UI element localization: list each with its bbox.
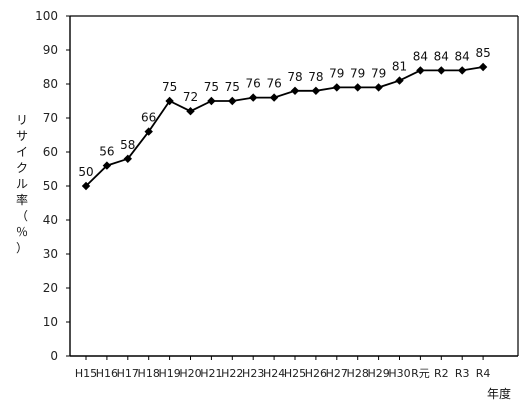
data-point-marker: [374, 83, 383, 92]
data-value-label: 58: [120, 138, 135, 152]
data-point-marker: [102, 161, 112, 170]
y-axis-title-char: サ: [16, 129, 28, 143]
data-point-marker: [186, 107, 195, 116]
data-value-label: 78: [287, 70, 302, 84]
data-point-marker: [458, 66, 467, 75]
series-line: [85, 66, 484, 187]
x-axis-ticks: H15H16H17H18H19H20H21H22H23H24H25H26H27H…: [75, 356, 491, 380]
y-axis-title-char: （: [16, 209, 28, 223]
data-value-label: 75: [162, 80, 177, 94]
data-point-marker: [395, 76, 404, 85]
data-value-label: 79: [329, 66, 344, 80]
x-tick-label: H23: [242, 367, 264, 380]
data-value-label: 79: [371, 66, 386, 80]
data-value-label: 72: [183, 90, 198, 104]
data-point-marker: [249, 93, 258, 102]
y-axis-title-char: ％: [16, 225, 28, 239]
x-tick-label: H18: [138, 367, 160, 380]
x-tick-label: H20: [179, 367, 201, 380]
x-tick-label: H28: [347, 367, 369, 380]
plot-area: [70, 16, 518, 356]
y-axis-title: リサイクル率 （ ％ ）: [16, 113, 28, 255]
data-value-label: 75: [225, 80, 240, 94]
data-point-marker: [144, 127, 153, 136]
y-tick-label: 90: [43, 43, 58, 57]
x-tick-label: H29: [367, 367, 389, 380]
data-value-label: 76: [246, 77, 261, 91]
y-tick-label: 30: [43, 247, 58, 261]
data-point-marker: [207, 96, 216, 106]
data-value-label: 78: [308, 70, 323, 84]
x-tick-label: H22: [221, 367, 243, 380]
y-axis-title-char: 率: [16, 192, 28, 207]
data-point-marker: [165, 96, 174, 106]
x-tick-label: R元: [411, 367, 430, 380]
y-tick-label: 40: [43, 213, 58, 227]
data-value-label: 85: [475, 46, 490, 60]
x-tick-label: R4: [476, 367, 491, 380]
x-tick-label: H30: [388, 367, 410, 380]
data-point-marker: [416, 66, 425, 75]
data-point-marker: [478, 62, 488, 72]
x-axis-title: 年度: [487, 386, 511, 401]
data-point-marker: [437, 66, 446, 75]
x-tick-label: H25: [284, 367, 306, 380]
y-tick-label: 80: [43, 77, 58, 91]
x-tick-label: H27: [326, 367, 348, 380]
data-value-label: 56: [99, 145, 114, 159]
data-point-marker: [81, 181, 91, 191]
data-point-marker: [353, 83, 362, 92]
data-value-label: 66: [141, 111, 156, 125]
data-value-label: 76: [266, 77, 281, 91]
y-axis-ticks: 0 10 20 30 40 50 60 70 80 90 100: [35, 9, 70, 363]
x-tick-label: H21: [200, 367, 222, 380]
y-axis-title-char: ク: [16, 161, 28, 175]
y-tick-label: 70: [43, 111, 58, 125]
x-tick-label: H24: [263, 367, 285, 380]
data-value-label: 84: [455, 49, 470, 63]
data-point-marker: [228, 96, 237, 106]
data-point-marker: [311, 86, 321, 95]
data-value-label: 84: [434, 49, 449, 63]
y-axis-title-char: ）: [16, 241, 28, 255]
data-value-label: 50: [78, 165, 93, 179]
y-tick-label: 20: [43, 281, 58, 295]
x-tick-label: R2: [434, 367, 449, 380]
y-axis-title-char: ル: [16, 177, 28, 191]
x-tick-label: H16: [96, 367, 118, 380]
y-axis-title-char: イ: [16, 145, 28, 159]
data-value-label: 81: [392, 60, 407, 74]
y-axis-title-char: リ: [16, 113, 28, 127]
data-value-label: 84: [413, 49, 428, 63]
y-tick-label: 50: [43, 179, 58, 193]
data-point-marker: [123, 154, 132, 163]
y-tick-label: 60: [43, 145, 58, 159]
y-tick-label: 0: [50, 349, 58, 363]
data-value-label: 79: [350, 66, 365, 80]
y-tick-label: 10: [43, 315, 58, 329]
x-tick-label: H26: [305, 367, 327, 380]
data-point-marker: [332, 83, 341, 92]
data-value-label: 75: [204, 80, 219, 94]
x-tick-label: H15: [75, 367, 97, 380]
data-series: 50 56 58 66 75 72 75 75 76 76 78 78 79 79 79 81 84 84 84 85: [78, 46, 491, 191]
data-point-marker: [269, 93, 279, 102]
y-tick-label: 100: [35, 9, 58, 23]
x-tick-label: H17: [117, 367, 139, 380]
x-tick-label: H19: [158, 367, 180, 380]
data-point-marker: [290, 86, 300, 95]
x-tick-label: R3: [455, 367, 470, 380]
